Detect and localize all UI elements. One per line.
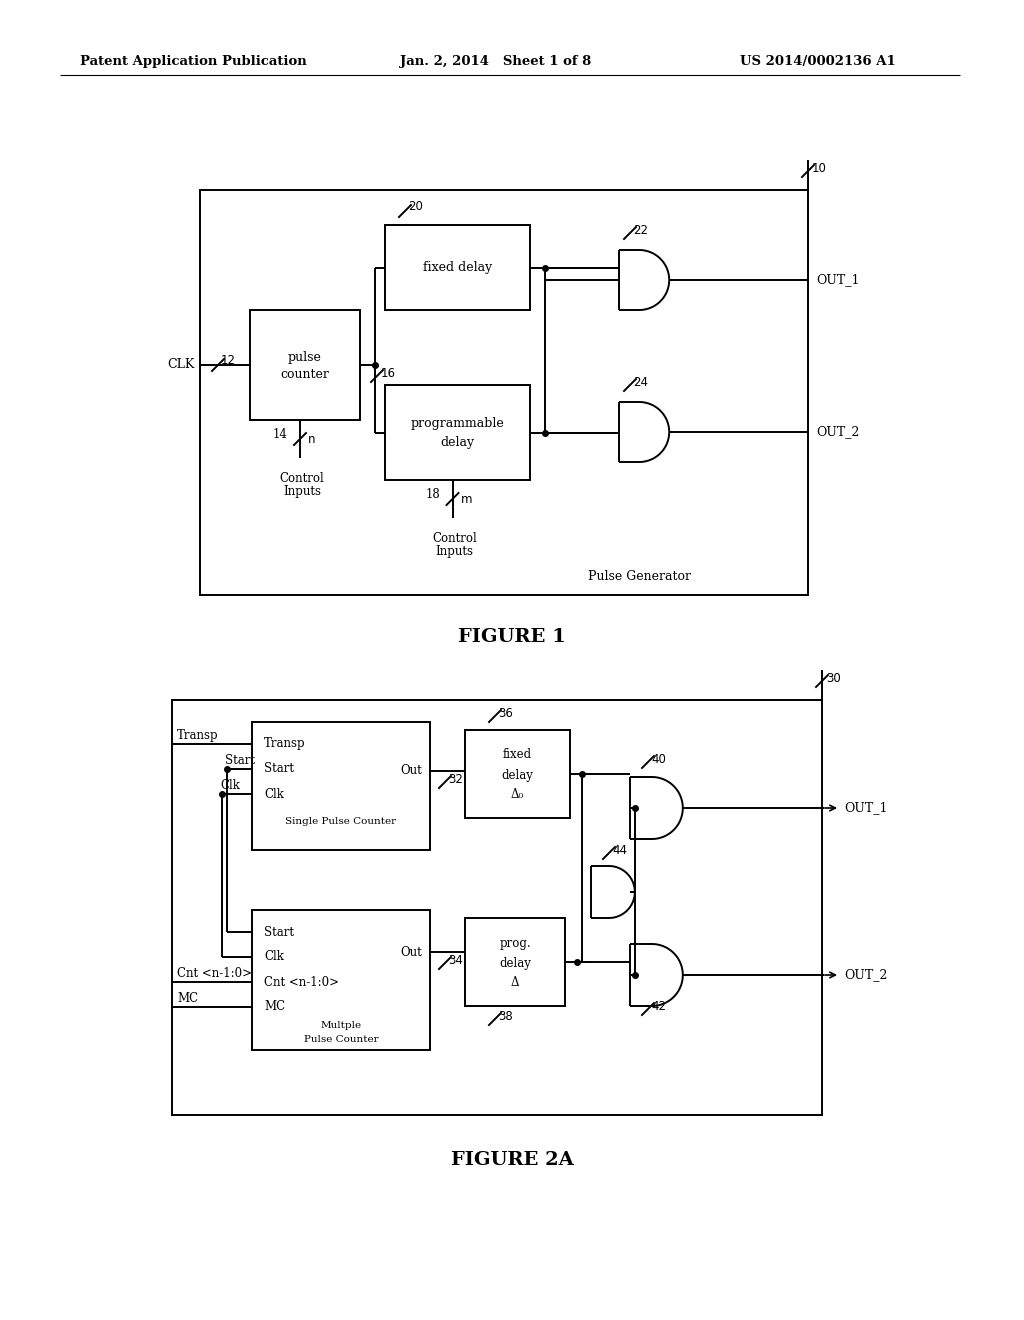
Bar <box>172 700 822 1115</box>
Text: OUT_2: OUT_2 <box>816 425 859 438</box>
Text: Single Pulse Counter: Single Pulse Counter <box>286 817 396 826</box>
Text: Start: Start <box>225 754 255 767</box>
Text: Cnt <n-1:0>: Cnt <n-1:0> <box>177 968 252 979</box>
Text: fixed: fixed <box>503 748 532 762</box>
Bar <box>200 190 808 595</box>
Text: 32: 32 <box>449 774 463 785</box>
Text: Δ: Δ <box>511 977 519 990</box>
Text: 16: 16 <box>381 367 396 380</box>
Text: Start: Start <box>264 763 294 776</box>
Text: Control: Control <box>432 532 477 545</box>
Text: Inputs: Inputs <box>283 484 321 498</box>
Bar <box>385 224 530 310</box>
Bar <box>252 722 430 850</box>
Text: 12: 12 <box>221 354 236 367</box>
Text: Out: Out <box>400 764 422 777</box>
Text: 40: 40 <box>651 752 666 766</box>
Text: Pulse Counter: Pulse Counter <box>304 1035 378 1044</box>
Text: Cnt <n-1:0>: Cnt <n-1:0> <box>264 975 339 989</box>
Text: programmable: programmable <box>411 417 505 430</box>
Text: Multple: Multple <box>321 1022 361 1031</box>
Text: OUT_1: OUT_1 <box>844 801 888 814</box>
Text: OUT_1: OUT_1 <box>816 273 859 286</box>
Text: Transp: Transp <box>264 738 305 751</box>
Text: delay: delay <box>499 957 530 969</box>
Bar <box>465 917 565 1006</box>
Text: Jan. 2, 2014   Sheet 1 of 8: Jan. 2, 2014 Sheet 1 of 8 <box>400 55 591 69</box>
Text: n: n <box>308 433 315 446</box>
Text: 20: 20 <box>408 201 423 213</box>
Text: 36: 36 <box>498 708 513 719</box>
Text: 30: 30 <box>826 672 841 685</box>
Bar <box>250 310 360 420</box>
Text: 14: 14 <box>273 428 288 441</box>
Text: Out: Out <box>400 945 422 958</box>
Text: Transp: Transp <box>177 729 219 742</box>
Text: US 2014/0002136 A1: US 2014/0002136 A1 <box>740 55 896 69</box>
Text: 44: 44 <box>612 843 627 857</box>
Text: m: m <box>461 492 472 506</box>
Text: Δ₀: Δ₀ <box>511 788 524 801</box>
Text: 34: 34 <box>449 954 463 968</box>
Text: pulse: pulse <box>288 351 322 363</box>
Text: 18: 18 <box>426 487 440 500</box>
Text: 10: 10 <box>812 162 826 176</box>
Text: counter: counter <box>281 368 330 381</box>
Text: FIGURE 2A: FIGURE 2A <box>451 1151 573 1170</box>
Text: Start: Start <box>264 925 294 939</box>
Bar <box>385 385 530 480</box>
Text: 38: 38 <box>498 1010 513 1023</box>
Text: Clk: Clk <box>264 950 284 964</box>
Text: Control: Control <box>280 473 325 484</box>
Text: delay: delay <box>440 436 474 449</box>
Text: OUT_2: OUT_2 <box>844 969 888 982</box>
Text: 42: 42 <box>651 1001 666 1012</box>
Text: FIGURE 1: FIGURE 1 <box>458 628 566 645</box>
Text: CLK: CLK <box>168 359 195 371</box>
Text: fixed delay: fixed delay <box>423 261 493 275</box>
Text: 24: 24 <box>633 376 648 389</box>
Text: MC: MC <box>177 993 198 1005</box>
Text: Clk: Clk <box>220 779 240 792</box>
Text: delay: delay <box>502 768 534 781</box>
Bar <box>252 909 430 1049</box>
Text: Clk: Clk <box>264 788 284 800</box>
Bar <box>465 730 570 818</box>
Text: 22: 22 <box>633 224 648 238</box>
Text: MC: MC <box>264 1001 285 1014</box>
Text: prog.: prog. <box>499 936 530 949</box>
Text: Inputs: Inputs <box>435 545 473 558</box>
Text: Pulse Generator: Pulse Generator <box>589 570 691 583</box>
Text: Patent Application Publication: Patent Application Publication <box>80 55 307 69</box>
